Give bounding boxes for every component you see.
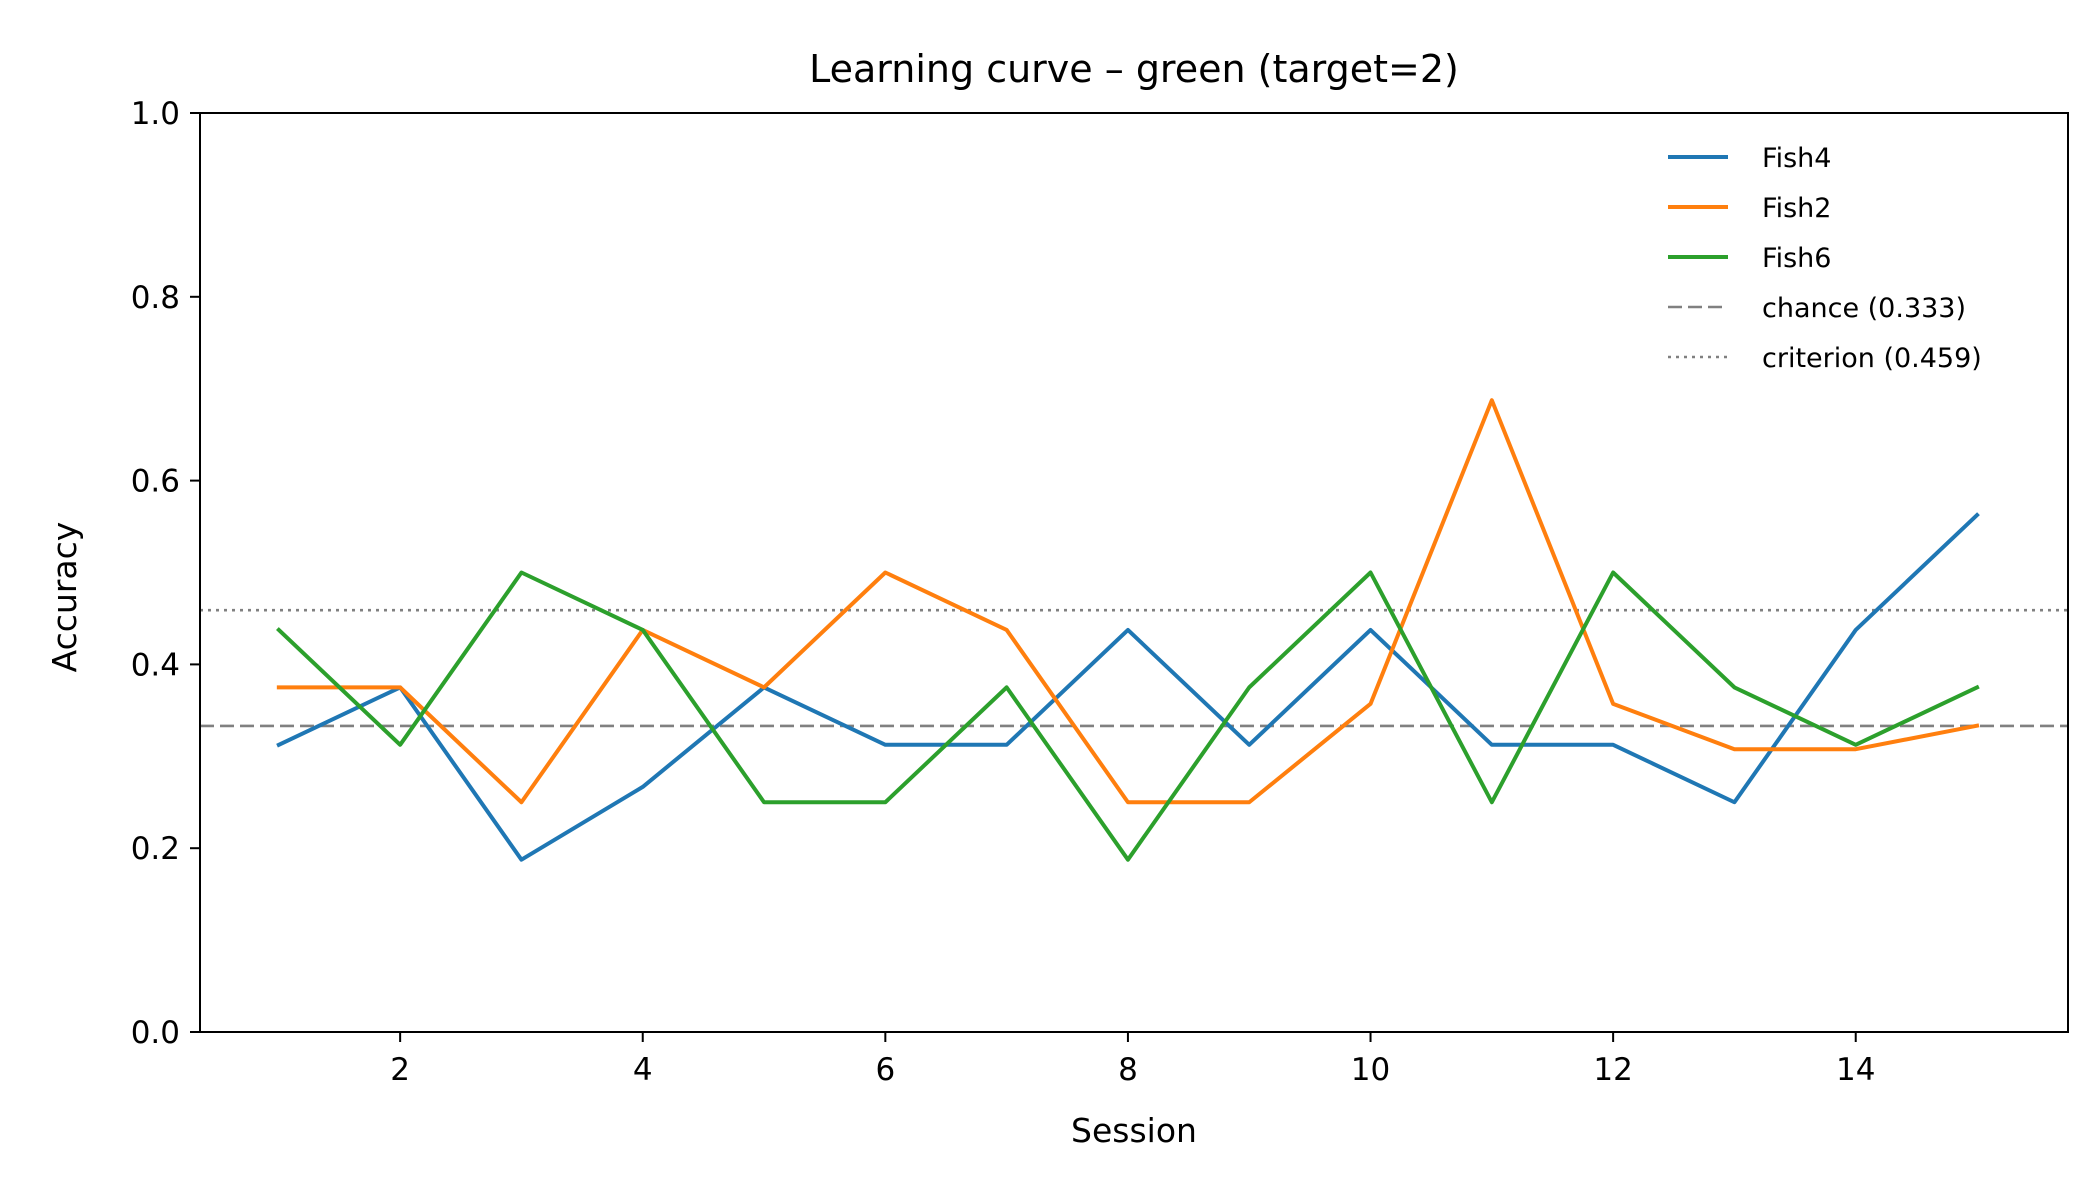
y-tick-label: 0.4 (131, 647, 180, 683)
legend-label-fish2: Fish2 (1762, 193, 1831, 224)
y-tick-label: 0.2 (131, 831, 180, 867)
y-axis-label: Accuracy (45, 522, 84, 673)
legend-label-fish4: Fish4 (1762, 143, 1831, 174)
x-tick-label: 2 (390, 1052, 410, 1088)
x-tick-label: 10 (1351, 1052, 1390, 1088)
x-tick-label: 4 (633, 1052, 653, 1088)
series-line-fish4 (276, 512, 1980, 862)
series-line-fish6 (276, 570, 1980, 862)
legend-label-criterion: criterion (0.459) (1762, 343, 1982, 374)
legend: Fish4 Fish2 Fish6 chance (0.333) criterion (… (1668, 143, 1982, 374)
legend-label-chance: chance (0.333) (1762, 293, 1966, 324)
y-tick-label: 0.8 (131, 280, 180, 316)
x-tick-label: 12 (1593, 1052, 1632, 1088)
x-tick-label: 14 (1836, 1052, 1875, 1088)
x-tick-label: 8 (1118, 1052, 1138, 1088)
plot-frame (199, 112, 2069, 1033)
chart-title: Learning curve – green (target=2) (809, 47, 1459, 91)
y-tick-label: 0.0 (131, 1015, 180, 1051)
x-axis-label: Session (1071, 1111, 1197, 1150)
y-tick-label: 0.6 (131, 464, 180, 500)
legend-label-fish6: Fish6 (1762, 243, 1831, 274)
x-tick-label: 6 (875, 1052, 895, 1088)
y-tick-label: 1.0 (131, 96, 180, 132)
series-line-fish2 (276, 398, 1980, 805)
